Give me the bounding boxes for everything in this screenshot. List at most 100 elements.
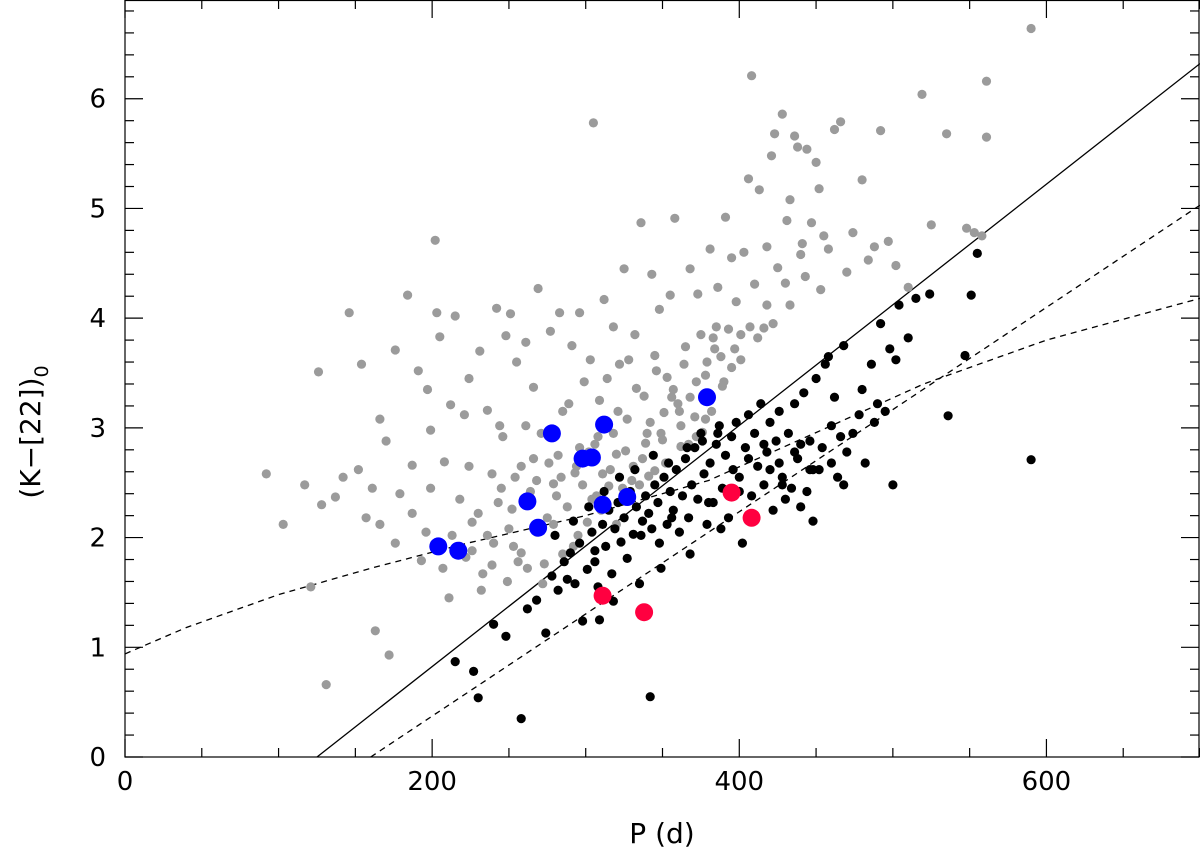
data-point-gray: [619, 264, 629, 274]
data-point-black: [768, 505, 778, 515]
data-point-gray: [750, 279, 760, 289]
data-point-black: [634, 579, 645, 589]
data-point-gray: [564, 399, 574, 409]
data-point-gray: [753, 333, 763, 343]
data-point-black: [723, 513, 734, 523]
data-point-gray: [487, 469, 497, 479]
data-point-gray: [730, 344, 740, 354]
x-axis-label: P (d): [629, 817, 694, 850]
data-point-gray: [766, 151, 777, 161]
data-point-black: [737, 538, 748, 548]
data-point-black: [664, 458, 674, 468]
data-point-black: [656, 563, 666, 573]
data-point-black: [872, 399, 883, 409]
data-point-gray: [567, 341, 577, 351]
data-point-black: [876, 319, 886, 329]
data-point-gray: [816, 285, 826, 295]
data-point-black: [653, 497, 663, 508]
data-point-black: [610, 524, 620, 534]
data-point-gray: [444, 593, 454, 603]
y-tick-label: 1: [89, 633, 106, 663]
data-point-black: [648, 450, 658, 460]
data-point-black: [616, 537, 626, 547]
data-point-gray: [782, 215, 792, 226]
data-point-gray: [785, 300, 795, 310]
data-point-gray: [863, 255, 873, 265]
data-point-gray: [501, 331, 511, 341]
data-point-gray: [344, 308, 354, 318]
data-point-black: [599, 486, 609, 497]
data-point-gray: [370, 626, 380, 636]
data-point-gray: [770, 129, 780, 139]
data-point-gray: [670, 213, 680, 223]
data-point-gray: [511, 357, 522, 367]
data-point-gray: [381, 436, 391, 446]
data-point-gray: [558, 406, 568, 416]
data-point-black: [598, 519, 608, 530]
data-point-black: [790, 399, 800, 409]
data-point-gray: [321, 680, 331, 690]
data-point-red: [722, 483, 741, 502]
data-point-gray: [614, 359, 625, 369]
data-point-gray: [578, 480, 588, 490]
data-point-gray: [407, 508, 417, 518]
data-point-gray: [413, 366, 423, 376]
data-point-gray: [516, 461, 526, 471]
data-point-gray: [459, 410, 469, 420]
data-point-black: [972, 248, 982, 258]
data-point-black: [743, 454, 754, 464]
data-point-black: [714, 421, 724, 431]
data-point-black: [637, 516, 648, 526]
data-point-gray: [717, 381, 728, 391]
data-point-gray: [848, 228, 858, 238]
data-point-black: [805, 436, 815, 446]
data-point-black: [450, 657, 460, 667]
data-point-red: [593, 586, 612, 605]
data-point-black: [541, 628, 551, 638]
data-point-gray: [562, 502, 572, 512]
data-point-gray: [665, 290, 675, 300]
data-point-black: [684, 513, 694, 523]
data-point-gray: [624, 355, 634, 365]
data-point-black: [753, 461, 763, 471]
data-point-gray: [521, 337, 531, 347]
data-point-gray: [384, 650, 394, 660]
data-point-black: [570, 579, 580, 589]
data-point-black: [641, 491, 651, 501]
data-point-black: [750, 428, 760, 438]
data-point-black: [839, 341, 849, 351]
data-point-black: [774, 458, 784, 468]
data-point-gray: [432, 308, 442, 318]
data-point-gray: [762, 242, 772, 252]
data-point-black: [697, 436, 708, 446]
data-point-black: [796, 439, 806, 449]
data-point-gray: [532, 475, 542, 486]
data-point-gray: [710, 344, 720, 354]
data-point-gray: [691, 377, 701, 387]
fit-line-2-dashed: [370, 204, 1200, 757]
data-point-gray: [731, 297, 741, 307]
data-point-gray: [836, 117, 846, 127]
data-point-black: [903, 333, 913, 343]
y-tick-label: 5: [89, 194, 106, 224]
data-point-gray: [754, 185, 764, 195]
axis-labels: P (d) (K−[22])0: [14, 365, 695, 850]
data-point-gray: [736, 330, 746, 340]
data-point-black: [659, 472, 669, 482]
data-point-black: [647, 524, 657, 534]
data-point-gray: [594, 395, 605, 405]
data-point-gray: [533, 283, 543, 294]
data-point-black: [562, 574, 572, 584]
data-point-black: [842, 447, 852, 457]
data-point-black: [860, 458, 870, 468]
data-point-gray: [317, 500, 327, 510]
data-point-black: [728, 465, 738, 475]
data-point-gray: [353, 465, 363, 475]
data-point-black: [645, 692, 655, 702]
data-point-black: [674, 527, 685, 537]
data-point-black: [960, 350, 970, 361]
data-point-gray: [759, 323, 769, 333]
data-point-gray: [375, 414, 385, 424]
data-point-gray: [544, 458, 554, 468]
